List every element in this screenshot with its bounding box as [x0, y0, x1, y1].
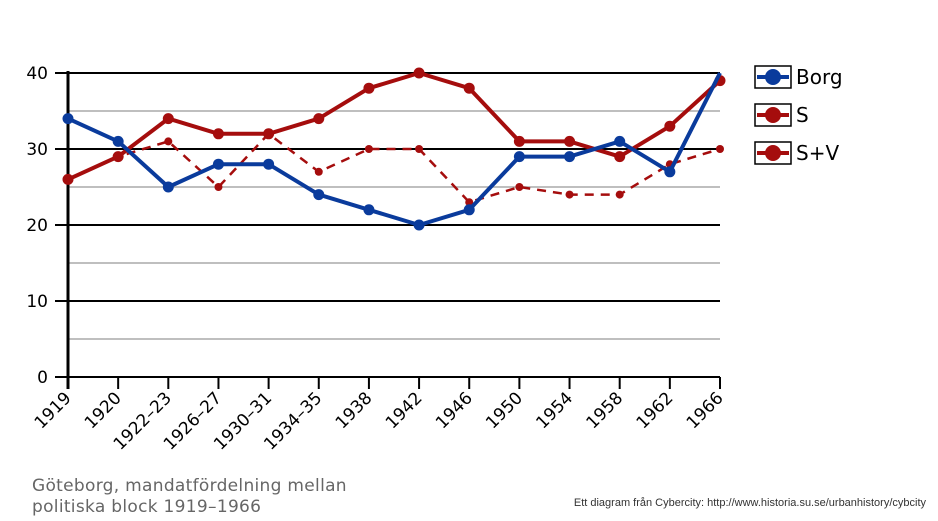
data-point — [614, 135, 626, 147]
series-line — [67, 71, 722, 182]
data-point — [415, 145, 424, 153]
x-tick-label: 1938 — [332, 388, 377, 433]
data-point — [664, 120, 676, 132]
data-point — [413, 219, 425, 231]
y-tick-label: 40 — [26, 64, 48, 84]
data-point — [565, 190, 574, 199]
data-point — [314, 167, 323, 176]
data-point — [212, 158, 224, 170]
data-point — [564, 151, 576, 163]
x-tick-label: 1962 — [633, 388, 678, 433]
x-tick-label: 1919 — [31, 388, 76, 433]
data-point — [162, 113, 174, 125]
x-tick-label: 1942 — [382, 388, 427, 433]
data-point — [164, 137, 173, 146]
caption-line-1: Göteborg, mandatfördelning mellan — [32, 476, 347, 496]
x-tick-label: 1950 — [482, 388, 527, 433]
series-line — [67, 72, 722, 227]
data-point — [463, 82, 475, 94]
data-point — [413, 67, 425, 79]
legend-label: S — [796, 103, 809, 127]
data-point — [263, 128, 275, 140]
data-point — [62, 173, 74, 185]
caption-line-2: politiska block 1919–1966 — [32, 497, 262, 517]
x-tick-label: 1920 — [81, 388, 126, 433]
data-point — [716, 145, 724, 153]
data-point — [614, 151, 626, 163]
data-point — [112, 135, 124, 147]
x-tick-label: 1958 — [582, 388, 627, 433]
legend-swatch-marker — [765, 145, 781, 161]
legend-swatch-marker — [765, 107, 781, 123]
data-point — [564, 135, 576, 147]
data-point — [62, 113, 74, 125]
data-point — [263, 158, 275, 170]
y-tick-label: 10 — [26, 292, 48, 312]
y-tick-label: 0 — [37, 368, 48, 388]
data-point — [313, 189, 325, 201]
grid-lines — [55, 71, 720, 389]
y-tick-label: 20 — [26, 216, 48, 236]
x-tick-label: 1954 — [532, 388, 577, 433]
series-line — [67, 132, 721, 204]
series-borg — [62, 72, 722, 231]
data-point — [112, 151, 124, 163]
chart-caption: Göteborg, mandatfördelning mellan politi… — [32, 476, 347, 518]
legend: Borg S S+V — [754, 65, 843, 165]
data-point — [363, 204, 375, 216]
data-point — [615, 190, 624, 199]
data-point — [212, 128, 224, 140]
legend-label: Borg — [796, 65, 843, 89]
legend-swatch-marker — [765, 69, 781, 85]
data-point — [513, 151, 525, 163]
data-point — [463, 204, 475, 216]
series-s-plus-v — [62, 67, 726, 185]
source-credit: Ett diagram från Cybercity: http://www.h… — [573, 497, 926, 509]
data-point — [363, 82, 375, 94]
y-axis-ticks: 0 10 20 30 40 — [26, 64, 48, 388]
data-point — [515, 183, 524, 191]
y-tick-label: 30 — [26, 140, 48, 160]
x-tick-label: 1966 — [683, 388, 728, 433]
data-point — [664, 166, 676, 178]
data-point — [364, 145, 373, 153]
legend-label: S+V — [796, 141, 839, 165]
data-point — [465, 198, 474, 207]
data-point — [513, 135, 525, 147]
data-point — [214, 183, 223, 191]
x-tick-label: 1946 — [432, 388, 477, 433]
series-group — [62, 67, 726, 231]
data-point — [313, 113, 325, 125]
data-point — [162, 181, 174, 193]
